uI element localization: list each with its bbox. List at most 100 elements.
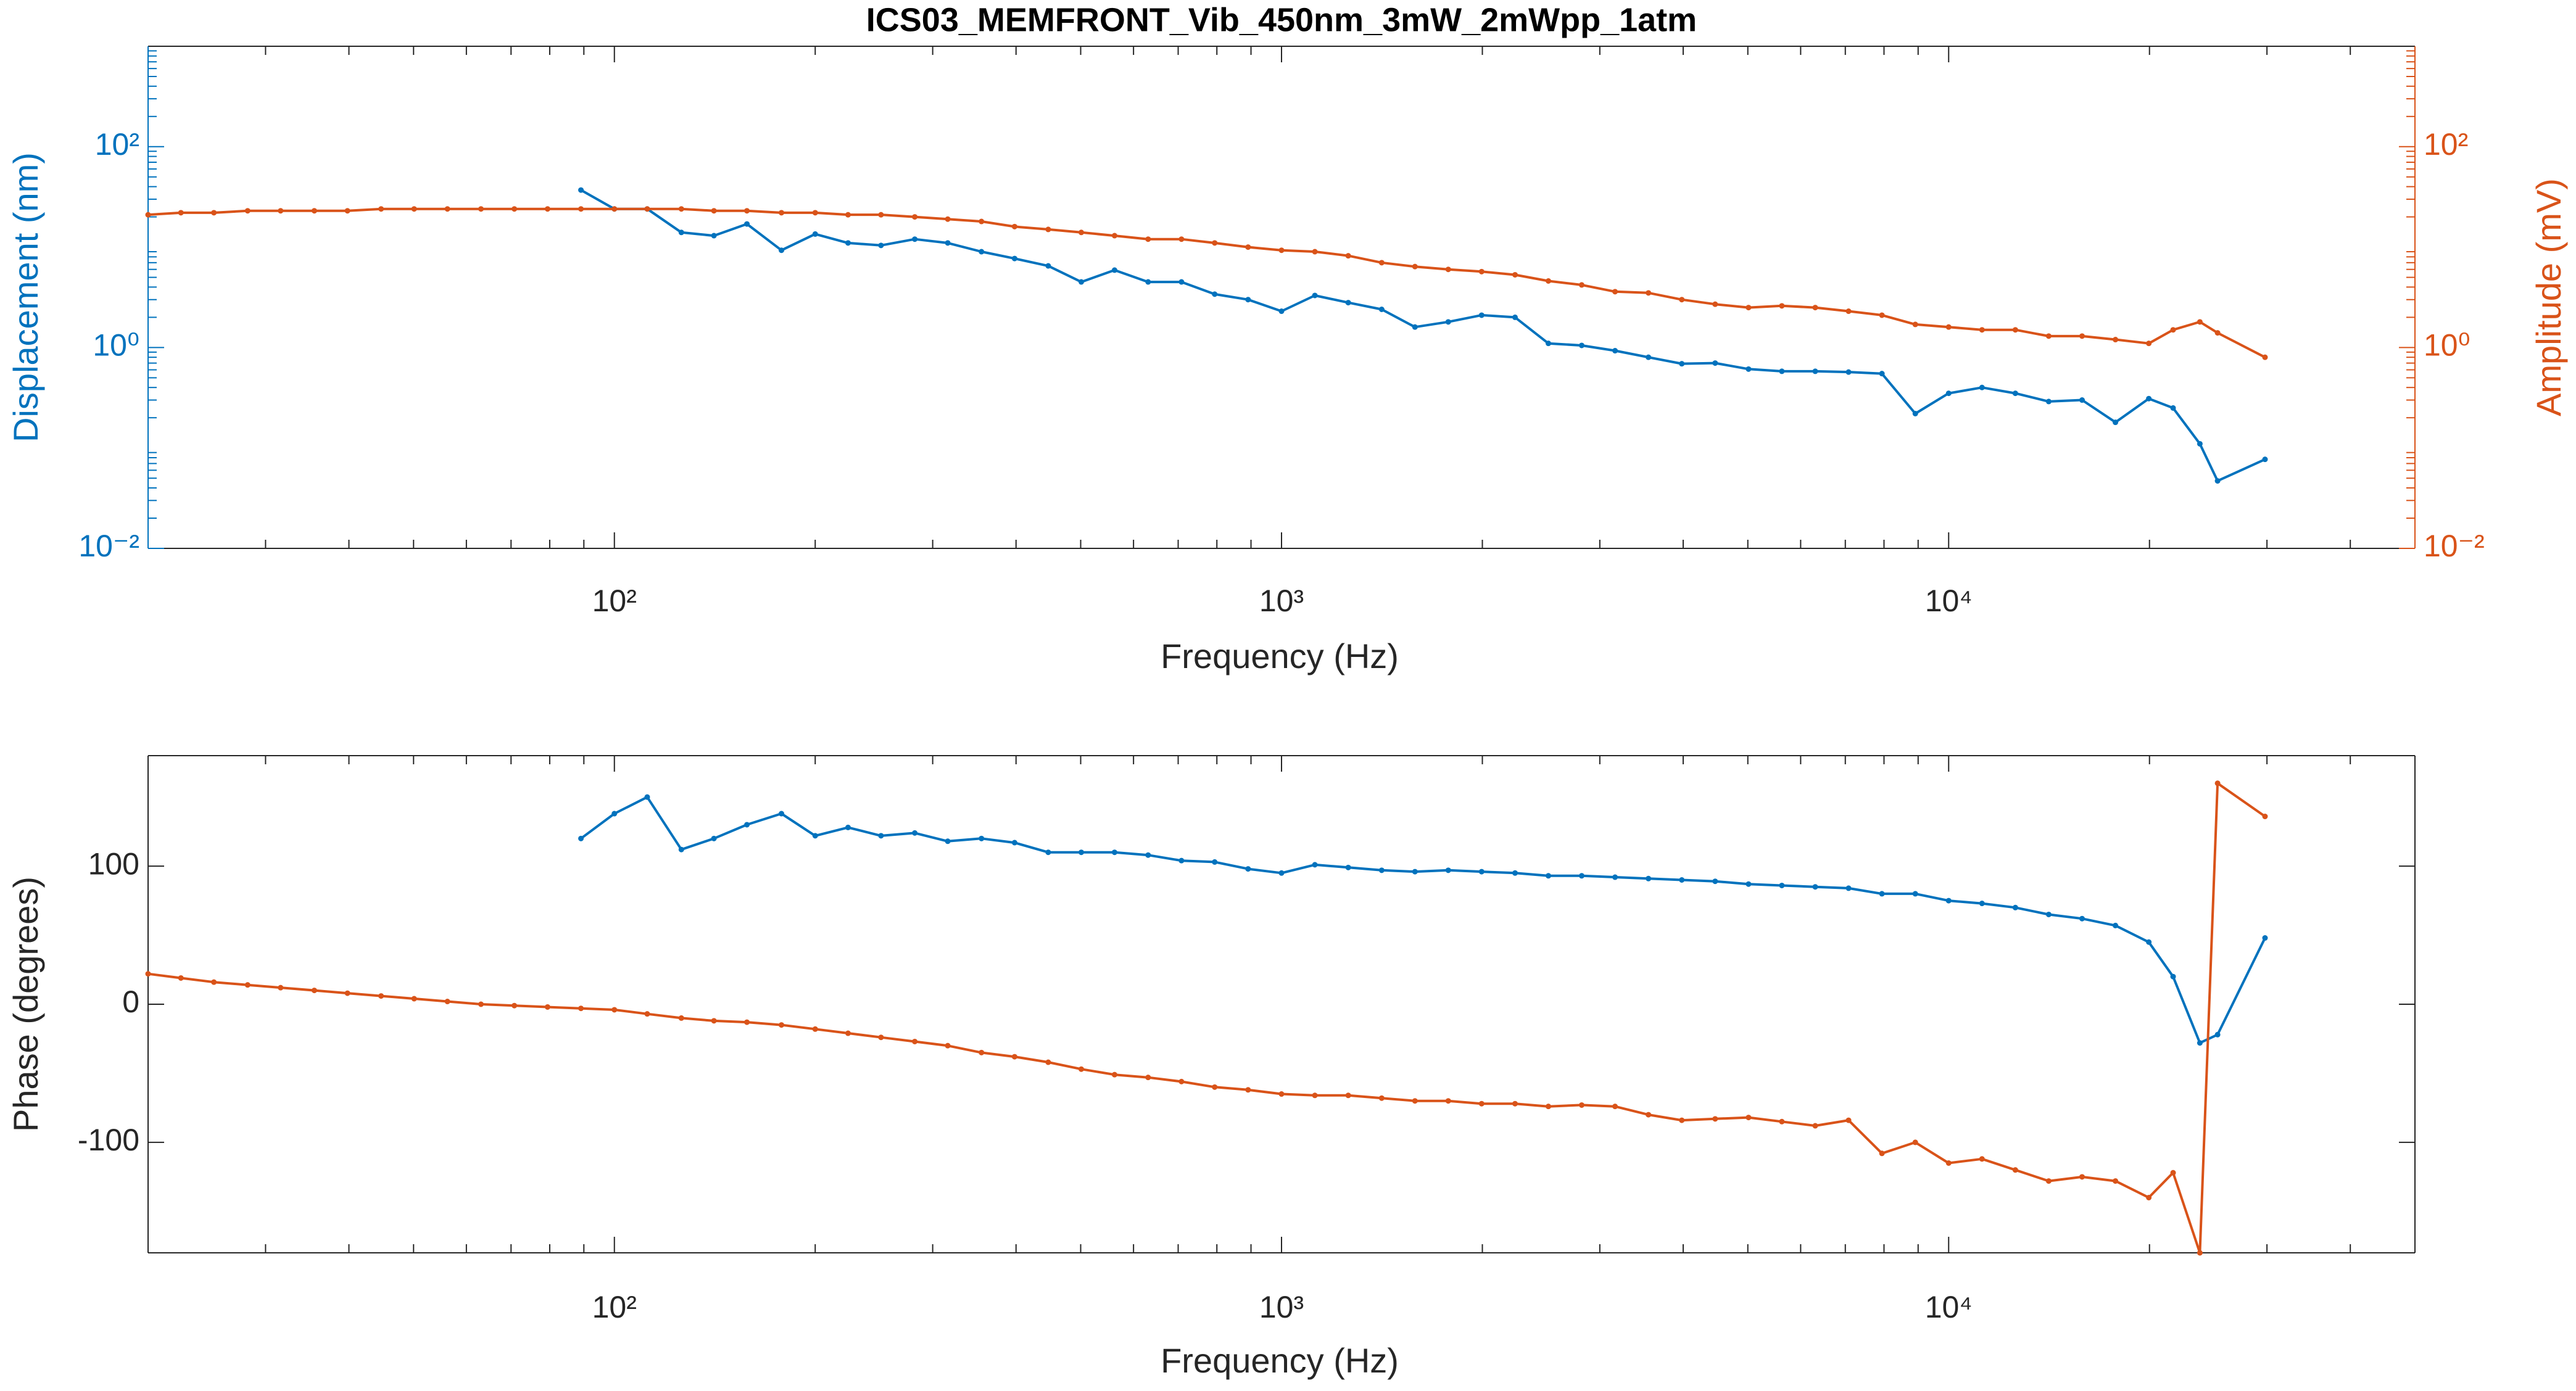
data-point [1779, 303, 1785, 309]
y-tick-label: 10² [95, 127, 139, 162]
data-point [1278, 1091, 1285, 1097]
y-tick-label: 0 [122, 984, 139, 1019]
data-point [2113, 337, 2119, 343]
data-point [1578, 873, 1584, 879]
data-point [2214, 478, 2221, 484]
data-point [779, 1022, 785, 1028]
data-point [779, 210, 785, 216]
data-point [1312, 1092, 1318, 1099]
data-point [1212, 240, 1218, 246]
data-point [1712, 360, 1718, 366]
data-point [1445, 1098, 1451, 1104]
data-point [779, 811, 785, 817]
data-point [845, 1030, 851, 1036]
data-point [1979, 384, 1985, 390]
data-point [912, 830, 918, 836]
data-point [1746, 881, 1752, 887]
data-point [1746, 1115, 1752, 1121]
data-point [145, 971, 151, 977]
data-point [1746, 305, 1752, 311]
data-point [2079, 1174, 2085, 1180]
data-point [1612, 348, 1618, 354]
y2-axis-label: Amplitude (mV) [2529, 178, 2568, 416]
data-point [1812, 884, 1818, 890]
data-point [1178, 857, 1185, 864]
data-point [1679, 297, 1685, 303]
data-point [744, 1019, 750, 1025]
data-point [2045, 398, 2052, 405]
data-point [244, 208, 251, 214]
data-point [1412, 324, 1418, 330]
data-point [1578, 1102, 1584, 1108]
data-point [311, 988, 317, 994]
data-point [644, 1011, 650, 1017]
data-point [979, 249, 985, 255]
data-point [1646, 290, 1652, 296]
data-point [511, 206, 518, 212]
data-point [1912, 891, 1918, 897]
data-point [711, 1018, 717, 1024]
x-axis-label: Frequency (Hz) [1161, 637, 1399, 675]
data-point [1612, 289, 1618, 295]
data-point [1712, 1116, 1718, 1122]
data-point [878, 242, 884, 249]
data-point [1011, 1054, 1017, 1060]
data-point [1412, 263, 1418, 270]
data-point [444, 206, 450, 212]
data-point [1812, 305, 1818, 311]
data-point [945, 838, 951, 844]
data-point [211, 210, 217, 216]
data-point [912, 236, 918, 242]
data-point [2262, 814, 2268, 820]
data-point [1812, 368, 1818, 374]
data-point [678, 206, 684, 212]
data-point [1779, 882, 1785, 888]
y2-tick-label: 10² [2424, 127, 2468, 162]
data-point [244, 982, 251, 988]
data-point [1145, 1075, 1151, 1081]
series-line [580, 796, 2266, 1044]
data-point [744, 822, 750, 828]
data-point [344, 990, 350, 996]
data-point [1578, 282, 1584, 288]
data-point [1111, 267, 1117, 273]
data-point [178, 975, 184, 981]
data-point [1145, 279, 1151, 285]
y-tick-label: 10⁰ [93, 328, 139, 363]
data-point [145, 212, 151, 218]
data-point [912, 214, 918, 220]
data-point [1178, 236, 1185, 242]
series-line [147, 207, 2266, 358]
data-point [1445, 319, 1451, 325]
data-point [211, 979, 217, 985]
data-point [478, 1001, 484, 1007]
data-point [2146, 939, 2152, 945]
data-point [1646, 354, 1652, 360]
data-point [812, 1026, 818, 1032]
data-point [2170, 973, 2176, 980]
data-point [1979, 1156, 1985, 1162]
data-point [2262, 456, 2268, 463]
data-point [2146, 395, 2152, 402]
data-point [1345, 864, 1351, 870]
data-point [1945, 898, 1952, 904]
data-point [678, 1015, 684, 1021]
y2-tick-label: 10⁰ [2424, 328, 2470, 363]
data-point [1212, 859, 1218, 865]
data-point [411, 206, 417, 212]
data-point [578, 187, 584, 193]
data-point [878, 833, 884, 839]
data-point [945, 1042, 951, 1049]
data-point [1546, 341, 1552, 347]
data-point [1646, 1112, 1652, 1118]
data-point [1078, 229, 1084, 236]
data-point [711, 208, 717, 214]
data-point [1912, 321, 1918, 328]
data-point [644, 794, 650, 800]
data-point [1011, 223, 1017, 229]
data-point [1712, 301, 1718, 307]
data-point [979, 1049, 985, 1055]
data-point [812, 231, 818, 237]
data-point [2113, 1178, 2119, 1184]
